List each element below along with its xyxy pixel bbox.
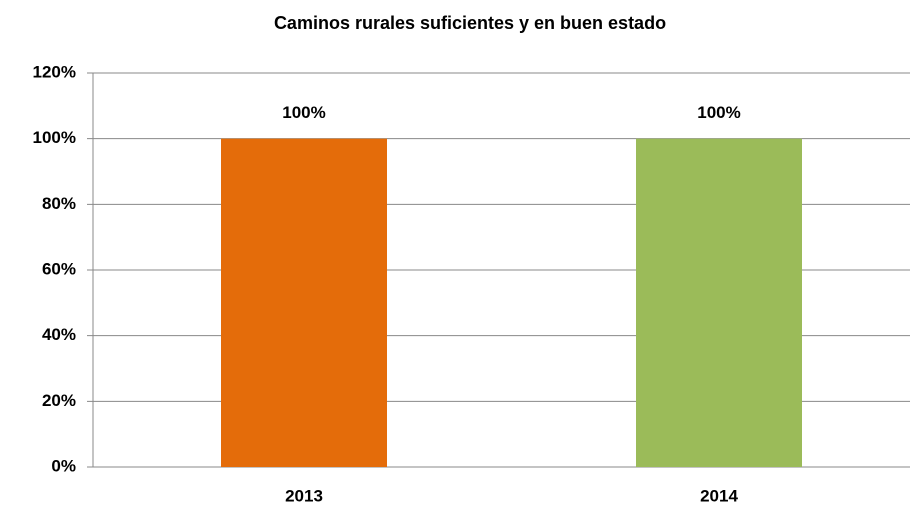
y-tick-label: 20% (42, 391, 76, 410)
x-tick-label: 2014 (700, 486, 738, 505)
y-tick-label: 100% (33, 128, 76, 147)
value-label: 100% (697, 103, 740, 122)
y-tick-label: 80% (42, 194, 76, 213)
y-tick-label: 60% (42, 259, 76, 278)
x-tick-label: 2013 (285, 486, 323, 505)
y-tick-label: 0% (51, 456, 76, 475)
y-tick-label: 120% (33, 62, 76, 81)
value-label: 100% (282, 103, 325, 122)
bar (636, 138, 802, 467)
y-tick-label: 40% (42, 325, 76, 344)
chart-title: Caminos rurales suficientes y en buen es… (274, 13, 666, 33)
bar (221, 138, 387, 467)
